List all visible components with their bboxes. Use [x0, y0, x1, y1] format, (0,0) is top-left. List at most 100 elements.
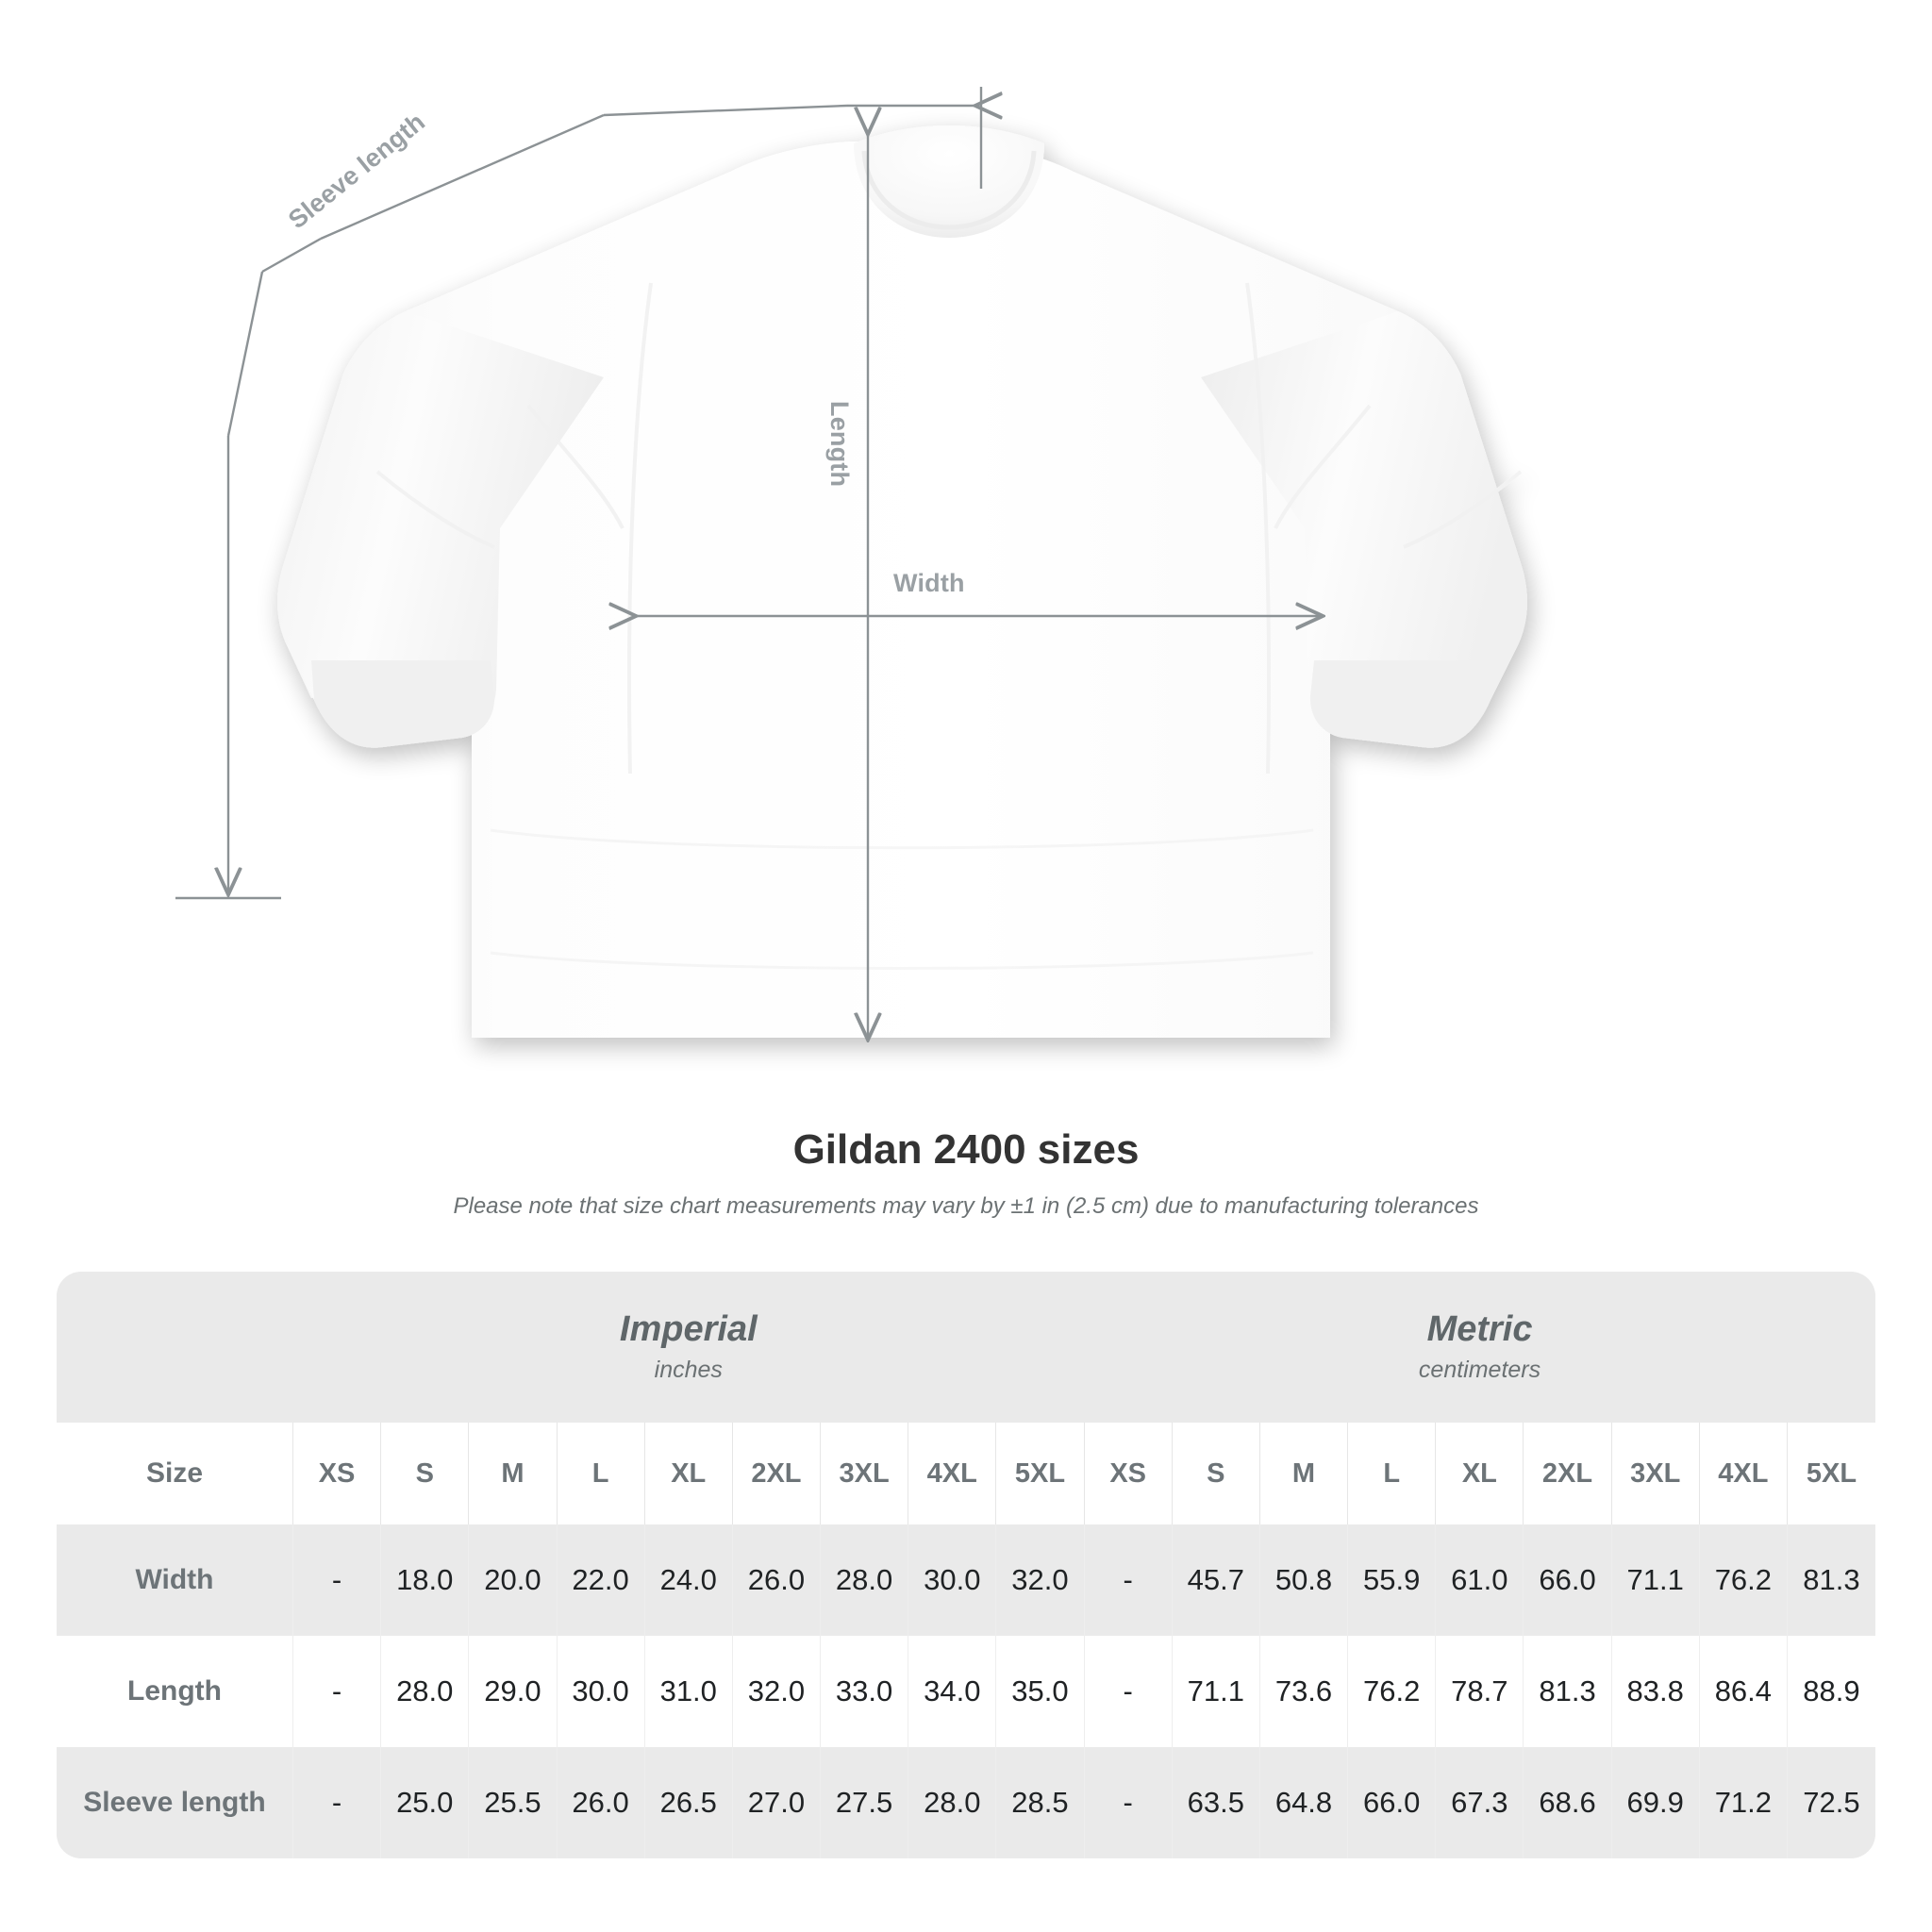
cell-length-metric-m: 73.6 — [1258, 1636, 1348, 1747]
shirt-shape — [277, 125, 1527, 1038]
size-header-imperial-s: S — [380, 1423, 469, 1524]
garment-illustration-svg — [175, 87, 1527, 1113]
unit-group-metric-name: Metric — [1426, 1308, 1533, 1349]
size-header-metric-m: M — [1258, 1423, 1348, 1524]
cell-sleeve-metric-m: 64.8 — [1258, 1747, 1348, 1858]
cell-width-imperial-3xl: 28.0 — [820, 1524, 908, 1636]
page-title: Gildan 2400 sizes — [792, 1126, 1140, 1173]
row-label-length: Length — [57, 1636, 293, 1747]
size-header-metric-5xl: 5XL — [1786, 1423, 1875, 1524]
cell-length-metric-5xl: 88.9 — [1786, 1636, 1875, 1747]
cell-sleeve-metric-xl: 67.3 — [1435, 1747, 1524, 1858]
cell-sleeve-imperial-xs: - — [291, 1747, 381, 1858]
unit-banner-row: Imperial inches Metric centimeters — [57, 1272, 1875, 1423]
cell-sleeve-metric-xs: - — [1083, 1747, 1173, 1858]
unit-group-metric: Metric centimeters — [1084, 1272, 1875, 1423]
cell-sleeve-imperial-s: 25.0 — [380, 1747, 469, 1858]
cell-length-metric-l: 76.2 — [1347, 1636, 1436, 1747]
cell-sleeve-imperial-xl: 26.5 — [643, 1747, 733, 1858]
cell-width-imperial-2xl: 26.0 — [731, 1524, 821, 1636]
cell-length-imperial-2xl: 32.0 — [731, 1636, 821, 1747]
length-label: Length — [825, 401, 854, 488]
cell-sleeve-metric-4xl: 71.2 — [1698, 1747, 1788, 1858]
cell-length-metric-xs: - — [1083, 1636, 1173, 1747]
width-label: Width — [893, 569, 965, 597]
row-label-width: Width — [57, 1524, 293, 1636]
cell-width-metric-4xl: 76.2 — [1698, 1524, 1788, 1636]
size-header-imperial-xs: XS — [291, 1423, 381, 1524]
cell-sleeve-imperial-4xl: 28.0 — [908, 1747, 996, 1858]
size-header-metric-l: L — [1347, 1423, 1436, 1524]
cell-length-imperial-m: 29.0 — [468, 1636, 557, 1747]
size-header-metric-xs: XS — [1083, 1423, 1173, 1524]
size-header-row: Size XS S M L XL 2XL 3XL 4XL 5XL XS S M … — [57, 1423, 1875, 1524]
size-header-metric-s: S — [1171, 1423, 1260, 1524]
tolerance-note: Please note that size chart measurements… — [453, 1193, 1479, 1220]
cell-length-imperial-3xl: 33.0 — [820, 1636, 908, 1747]
cell-sleeve-metric-3xl: 69.9 — [1610, 1747, 1700, 1858]
cell-width-metric-xs: - — [1083, 1524, 1173, 1636]
cell-width-imperial-s: 18.0 — [380, 1524, 469, 1636]
size-table: Imperial inches Metric centimeters Size … — [57, 1272, 1875, 1858]
size-header-imperial-xl: XL — [643, 1423, 733, 1524]
cell-width-metric-2xl: 66.0 — [1523, 1524, 1612, 1636]
cell-width-imperial-4xl: 30.0 — [908, 1524, 996, 1636]
unit-group-imperial-sub: inches — [654, 1356, 723, 1383]
size-header-imperial-2xl: 2XL — [731, 1423, 821, 1524]
cell-length-imperial-l: 30.0 — [556, 1636, 645, 1747]
cell-width-metric-5xl: 81.3 — [1786, 1524, 1875, 1636]
cell-length-imperial-xl: 31.0 — [643, 1636, 733, 1747]
unit-group-metric-sub: centimeters — [1418, 1356, 1541, 1383]
size-header-imperial-l: L — [556, 1423, 645, 1524]
cell-width-metric-s: 45.7 — [1171, 1524, 1260, 1636]
cell-sleeve-metric-2xl: 68.6 — [1523, 1747, 1612, 1858]
size-header-imperial-3xl: 3XL — [820, 1423, 908, 1524]
unit-group-imperial-name: Imperial — [619, 1308, 758, 1349]
cell-width-imperial-l: 22.0 — [556, 1524, 645, 1636]
cell-length-imperial-5xl: 35.0 — [995, 1636, 1085, 1747]
table-row: Sleeve length - 25.0 25.5 26.0 26.5 27.0… — [57, 1747, 1875, 1858]
sleeve-diagonal-upper — [320, 113, 605, 241]
cell-sleeve-imperial-3xl: 27.5 — [820, 1747, 908, 1858]
title-block: Gildan 2400 sizes Please note that size … — [0, 1126, 1932, 1221]
sleeve-elbow — [261, 237, 322, 274]
cell-sleeve-imperial-l: 26.0 — [556, 1747, 645, 1858]
size-header-imperial-5xl: 5XL — [995, 1423, 1085, 1524]
cell-length-metric-3xl: 83.8 — [1610, 1636, 1700, 1747]
cell-width-metric-l: 55.9 — [1347, 1524, 1436, 1636]
unit-group-imperial: Imperial inches — [292, 1272, 1085, 1423]
size-table-wrap: Imperial inches Metric centimeters Size … — [57, 1272, 1875, 1858]
cell-length-metric-2xl: 81.3 — [1523, 1636, 1612, 1747]
cell-sleeve-metric-l: 66.0 — [1347, 1747, 1436, 1858]
cell-width-metric-xl: 61.0 — [1435, 1524, 1524, 1636]
cell-width-metric-m: 50.8 — [1258, 1524, 1348, 1636]
cell-width-metric-3xl: 71.1 — [1610, 1524, 1700, 1636]
table-row: Length - 28.0 29.0 30.0 31.0 32.0 33.0 3… — [57, 1636, 1875, 1747]
table-row: Width - 18.0 20.0 22.0 24.0 26.0 28.0 30… — [57, 1524, 1875, 1636]
sleeve-shoulder-segment — [603, 104, 848, 117]
cell-sleeve-imperial-m: 25.5 — [468, 1747, 557, 1858]
sleeve-diagonal-lower — [226, 271, 264, 437]
size-header-imperial-m: M — [468, 1423, 557, 1524]
cell-sleeve-metric-5xl: 72.5 — [1786, 1747, 1875, 1858]
garment-diagram: Sleeve length Length Width — [175, 87, 1527, 1113]
cell-width-imperial-xs: - — [291, 1524, 381, 1636]
cell-width-imperial-5xl: 32.0 — [995, 1524, 1085, 1636]
size-header-imperial-4xl: 4XL — [908, 1423, 996, 1524]
cell-length-metric-xl: 78.7 — [1435, 1636, 1524, 1747]
unit-banner-spacer — [57, 1272, 293, 1423]
size-header-metric-2xl: 2XL — [1523, 1423, 1612, 1524]
cell-sleeve-imperial-5xl: 28.5 — [995, 1747, 1085, 1858]
size-header-metric-4xl: 4XL — [1698, 1423, 1788, 1524]
measurement-lines — [175, 87, 1321, 1038]
cell-width-imperial-xl: 24.0 — [643, 1524, 733, 1636]
cell-length-imperial-xs: - — [291, 1636, 381, 1747]
size-header-metric-3xl: 3XL — [1610, 1423, 1700, 1524]
cell-length-imperial-s: 28.0 — [380, 1636, 469, 1747]
cell-length-imperial-4xl: 34.0 — [908, 1636, 996, 1747]
row-label-sleeve-length: Sleeve length — [57, 1747, 293, 1858]
size-header-metric-xl: XL — [1435, 1423, 1524, 1524]
cell-length-metric-4xl: 86.4 — [1698, 1636, 1788, 1747]
cell-width-imperial-m: 20.0 — [468, 1524, 557, 1636]
